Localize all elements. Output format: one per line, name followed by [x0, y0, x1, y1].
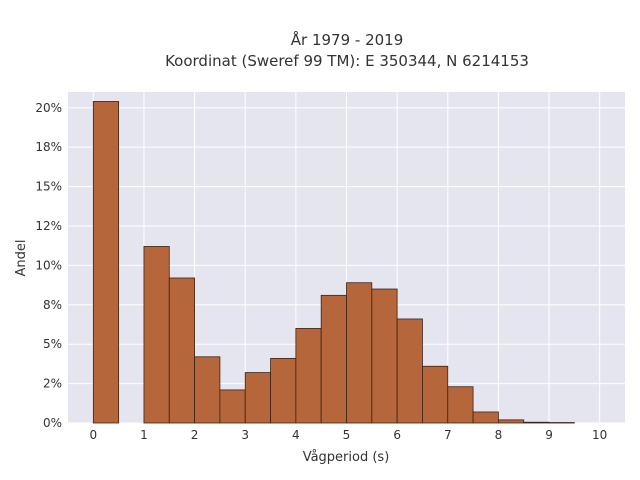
- y-tick-label-7: 18%: [35, 140, 62, 154]
- histogram-bar-10: [371, 288, 398, 424]
- x-axis-ticks: 0 1 2 3 4 5 6 7 8 9 10: [89, 428, 607, 442]
- y-tick-label-4: 10%: [35, 258, 62, 272]
- chart-title-line-2: Koordinat (Sweref 99 TM): E 350344, N 62…: [165, 52, 529, 70]
- x-tick-label-4: 4: [292, 428, 300, 442]
- y-tick-label-5: 12%: [35, 219, 62, 233]
- histogram-bar-9: [346, 282, 373, 424]
- x-tick-label-0: 0: [89, 428, 97, 442]
- histogram-bar-0: [92, 101, 120, 424]
- histogram-bar-6: [270, 357, 297, 424]
- x-tick-label-3: 3: [241, 428, 249, 442]
- histogram-bar-5: [244, 372, 271, 424]
- histogram-bar-14: [472, 411, 499, 424]
- x-tick-label-2: 2: [191, 428, 199, 442]
- histogram-bar-17: [548, 422, 575, 424]
- histogram-bar-15: [498, 419, 525, 424]
- x-tick-label-7: 7: [444, 428, 452, 442]
- histogram-bar-3: [194, 356, 221, 424]
- y-tick-label-6: 15%: [35, 180, 62, 194]
- histogram-bars: [92, 101, 575, 424]
- histogram-bar-8: [320, 294, 347, 424]
- histogram-bar-2: [168, 277, 195, 424]
- histogram-bar-1: [143, 246, 170, 424]
- y-tick-label-3: 8%: [43, 298, 62, 312]
- histogram-bar-4: [219, 389, 246, 424]
- histogram-bar-16: [523, 421, 550, 424]
- histogram-bar-11: [396, 318, 423, 424]
- x-axis-label: Vågperiod (s): [303, 450, 390, 465]
- x-tick-label-9: 9: [545, 428, 553, 442]
- x-tick-label-1: 1: [140, 428, 148, 442]
- x-tick-label-8: 8: [495, 428, 503, 442]
- y-axis-ticks: 0% 2% 5% 8% 10% 12% 15% 18% 20%: [35, 101, 62, 430]
- x-tick-label-5: 5: [343, 428, 351, 442]
- y-tick-label-8: 20%: [35, 101, 62, 115]
- histogram-bar-7: [295, 328, 322, 424]
- chart-title-line-1: År 1979 - 2019: [291, 30, 404, 49]
- y-axis-label: Andel: [14, 240, 29, 277]
- x-tick-label-6: 6: [393, 428, 401, 442]
- x-tick-label-10: 10: [592, 428, 607, 442]
- y-tick-label-1: 2%: [43, 377, 62, 391]
- histogram-bar-12: [422, 365, 449, 424]
- y-tick-label-2: 5%: [43, 337, 62, 351]
- y-tick-label-0: 0%: [43, 416, 62, 430]
- histogram-bar-13: [447, 386, 474, 424]
